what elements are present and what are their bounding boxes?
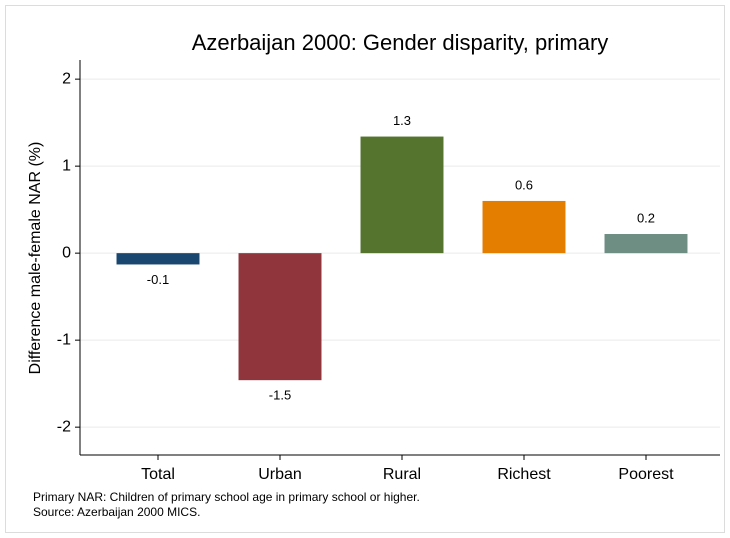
y-tick-label: -1 — [57, 331, 71, 348]
note: Primary NAR: Children of primary school … — [33, 490, 420, 504]
note: Source: Azerbaijan 2000 MICS. — [33, 505, 200, 519]
x-tick-label: Total — [141, 466, 175, 483]
x-tick-label: Rural — [383, 466, 421, 483]
bar — [604, 234, 688, 254]
value-label: 0.2 — [637, 210, 655, 225]
x-tick-label: Urban — [258, 466, 302, 483]
y-axis-label: Difference male-female NAR (%) — [27, 142, 44, 375]
bar — [238, 253, 322, 381]
value-label: 1.3 — [393, 113, 411, 128]
x-tick-label: Richest — [497, 466, 551, 483]
bar — [116, 253, 200, 265]
value-label: -0.1 — [147, 272, 169, 287]
chart-title: Azerbaijan 2000: Gender disparity, prima… — [192, 30, 609, 55]
value-label: 0.6 — [515, 177, 533, 192]
frame — [5, 5, 725, 533]
y-tick-label: 2 — [62, 70, 71, 87]
value-label: -1.5 — [269, 388, 291, 403]
bar — [482, 200, 566, 254]
y-tick-label: 1 — [62, 157, 71, 174]
x-tick-label: Poorest — [618, 466, 674, 483]
bar — [360, 136, 444, 254]
y-tick-label: -2 — [57, 418, 71, 435]
y-tick-label: 0 — [62, 244, 71, 261]
